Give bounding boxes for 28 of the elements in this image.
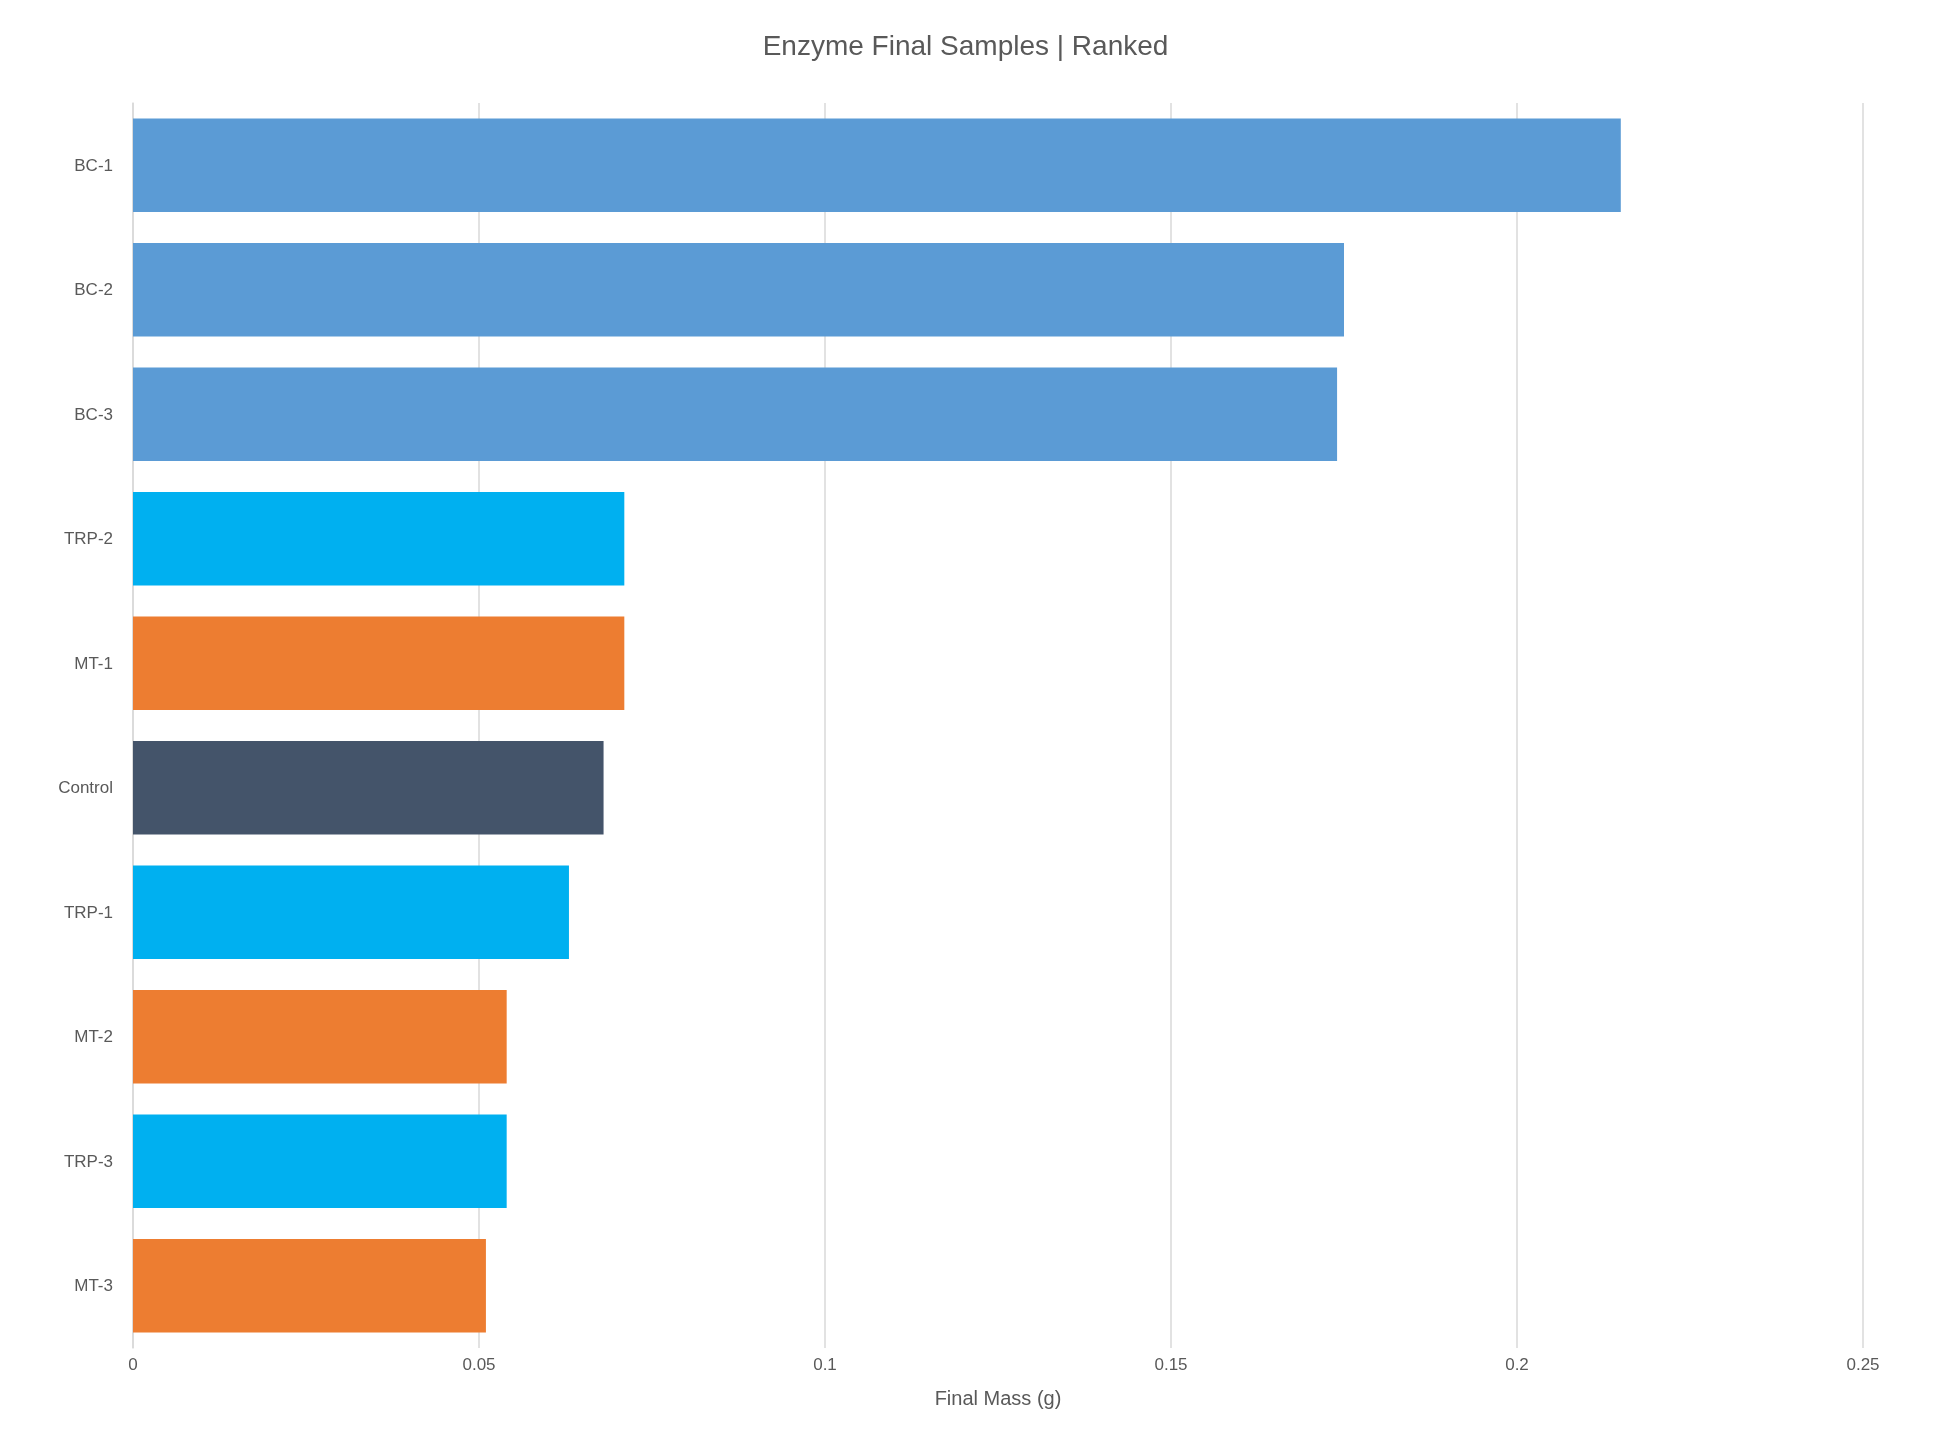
bar (133, 243, 1344, 337)
x-tick-label: 0 (128, 1355, 138, 1374)
chart-title: Enzyme Final Samples | Ranked (762, 29, 1169, 61)
x-tick-label: 0.05 (462, 1355, 496, 1374)
x-tick-label: 0.25 (1846, 1355, 1880, 1374)
x-axis-title: Final Mass (g) (934, 1387, 1062, 1409)
y-tick-label: MT-1 (74, 653, 113, 673)
x-tick-label: 0.1 (813, 1355, 837, 1374)
bar (133, 1239, 486, 1333)
bar (133, 741, 604, 835)
y-tick-label: BC-1 (74, 155, 113, 175)
y-tick-label: MT-2 (74, 1027, 113, 1047)
bar (133, 367, 1338, 461)
y-tick-label: BC-2 (74, 280, 113, 300)
y-tick-label: TRP-2 (63, 529, 113, 549)
bar (133, 865, 569, 959)
y-tick-label: TRP-1 (63, 902, 113, 922)
bar (133, 492, 625, 586)
bar (133, 990, 507, 1084)
y-tick-label: TRP-3 (63, 1151, 113, 1171)
bar (133, 1114, 507, 1208)
x-tick-label: 0.2 (1505, 1355, 1529, 1374)
x-tick-label: 0.15 (1154, 1355, 1188, 1374)
y-tick-label: MT-3 (74, 1276, 113, 1296)
bar (133, 118, 1621, 212)
bar (133, 616, 625, 710)
y-tick-label: Control (58, 778, 113, 798)
y-tick-label: BC-3 (74, 404, 113, 424)
